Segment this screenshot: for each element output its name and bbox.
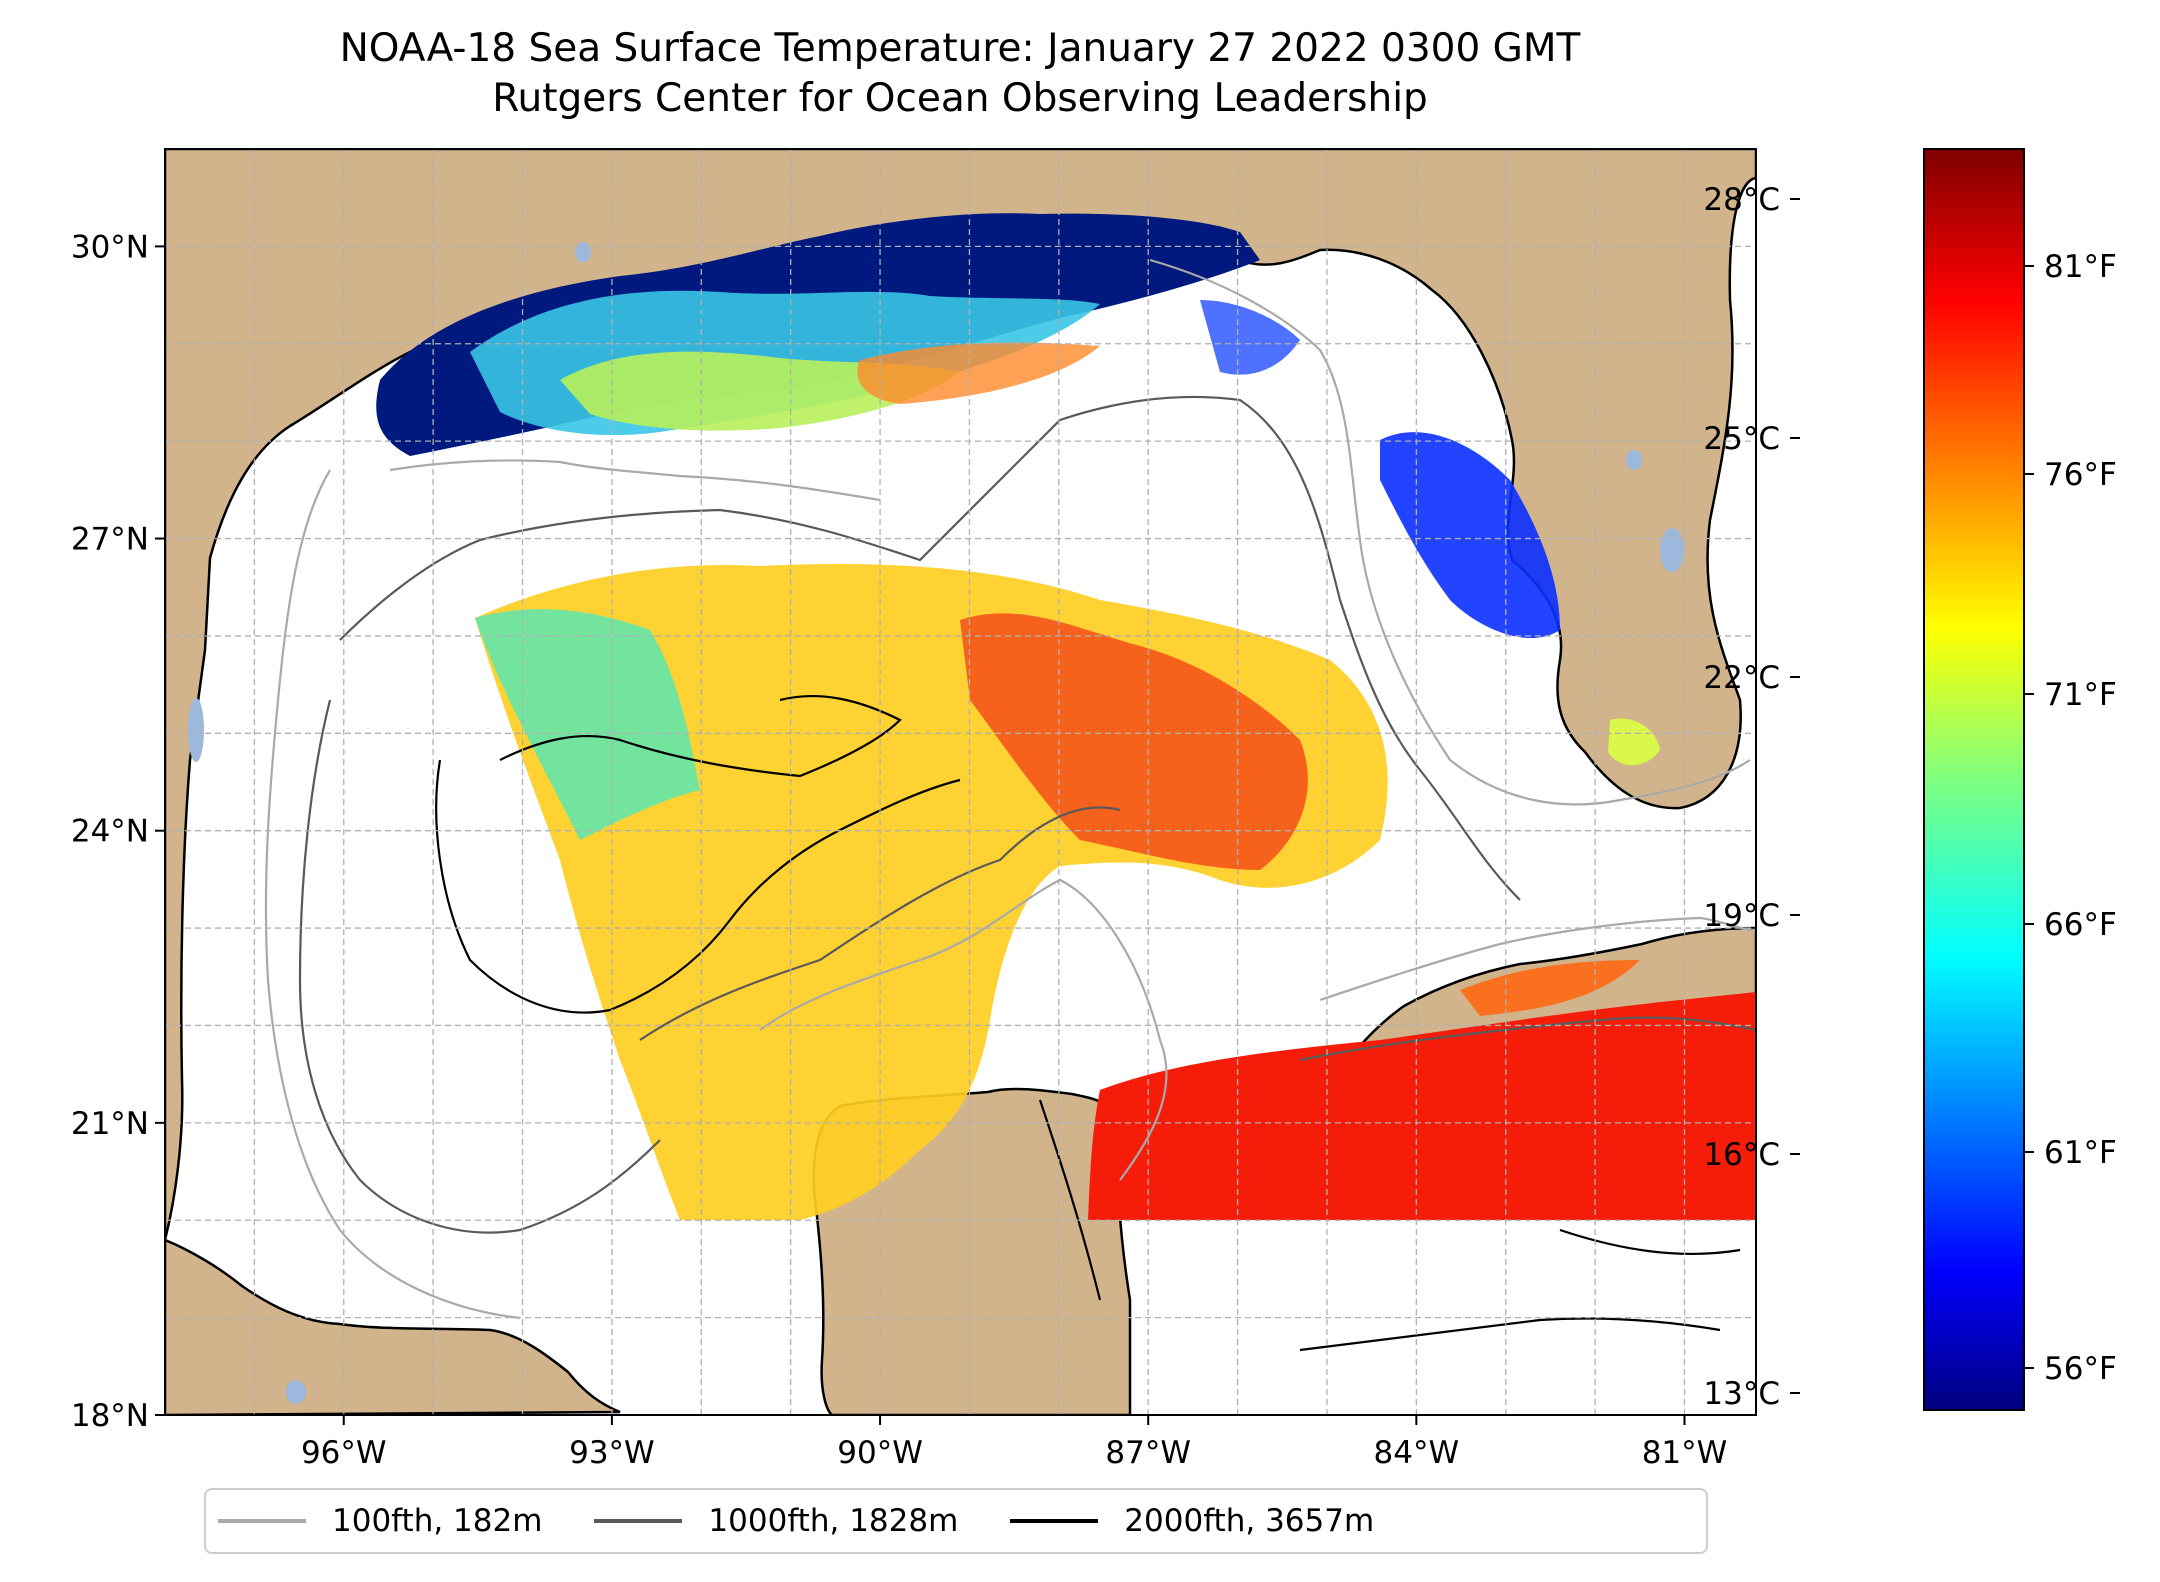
land-mexico — [165, 1238, 621, 1415]
legend-swatch-2000fth — [1010, 1519, 1099, 1523]
contour-legend: 100fth, 182m 1000fth, 1828m 2000fth, 365… — [204, 1488, 1708, 1554]
fahrenheit-tick-label: 71°F — [2044, 677, 2117, 713]
longitude-ticks: 96°W 93°W 90°W 87°W 84°W 81°W — [301, 1415, 1727, 1471]
lon-tick-label: 87°W — [1105, 1435, 1191, 1471]
fahrenheit-tick-label: 61°F — [2044, 1135, 2117, 1171]
fahrenheit-tick-label: 66°F — [2044, 907, 2117, 943]
celsius-tick-label: 13°C — [1703, 1376, 1780, 1412]
map-frame — [164, 148, 1757, 1416]
lon-tick-label: 93°W — [569, 1435, 655, 1471]
fahrenheit-tick-label: 76°F — [2044, 457, 2117, 493]
fahrenheit-tick-label: 81°F — [2044, 249, 2117, 285]
map-title: NOAA-18 Sea Surface Temperature: January… — [0, 24, 1920, 124]
colorbar-fahrenheit-ticks: 81°F 76°F 71°F 66°F 61°F 56°F — [2024, 249, 2117, 1387]
colorbar — [1923, 148, 2025, 1411]
lat-tick-label: 21°N — [71, 1106, 149, 1142]
gridlines — [165, 149, 1756, 1415]
legend-label-2000fth: 2000fth, 3657m — [1124, 1503, 1375, 1539]
legend-entry-100fth: 100fth, 182m — [218, 1503, 542, 1539]
lon-tick-label: 84°W — [1374, 1435, 1460, 1471]
contour-2000fth — [435, 694, 1741, 1352]
legend-entry-2000fth: 2000fth, 3657m — [1010, 1503, 1374, 1539]
celsius-tick-label: 25°C — [1703, 421, 1780, 457]
lon-tick-label: 81°W — [1642, 1435, 1728, 1471]
celsius-tick-label: 28°C — [1703, 182, 1780, 218]
latitude-ticks: 30°N 27°N 24°N 21°N 18°N — [71, 229, 165, 1434]
contour-1000fth — [298, 395, 1756, 1234]
lat-tick-label: 27°N — [71, 522, 149, 558]
lon-tick-label: 96°W — [301, 1435, 387, 1471]
title-line-2: Rutgers Center for Ocean Observing Leade… — [492, 76, 1428, 121]
title-line-1: NOAA-18 Sea Surface Temperature: January… — [339, 26, 1581, 71]
celsius-tick-label: 22°C — [1703, 660, 1780, 696]
sst-swath — [376, 213, 1756, 1220]
legend-swatch-100fth — [218, 1519, 306, 1523]
legend-entry-1000fth: 1000fth, 1828m — [594, 1503, 958, 1539]
legend-swatch-1000fth — [594, 1519, 683, 1523]
lat-tick-label: 18°N — [71, 1398, 149, 1434]
colorbar-celsius-ticks: 28°C 25°C 22°C 19°C 16°C 13°C — [1703, 182, 1800, 1412]
celsius-tick-label: 16°C — [1703, 1137, 1780, 1173]
celsius-tick-label: 19°C — [1703, 898, 1780, 934]
lat-tick-label: 30°N — [71, 229, 149, 265]
legend-label-1000fth: 1000fth, 1828m — [708, 1503, 959, 1539]
lon-tick-label: 90°W — [837, 1435, 923, 1471]
lat-tick-label: 24°N — [71, 814, 149, 850]
legend-label-100fth: 100fth, 182m — [332, 1503, 543, 1539]
fahrenheit-tick-label: 56°F — [2044, 1351, 2117, 1387]
